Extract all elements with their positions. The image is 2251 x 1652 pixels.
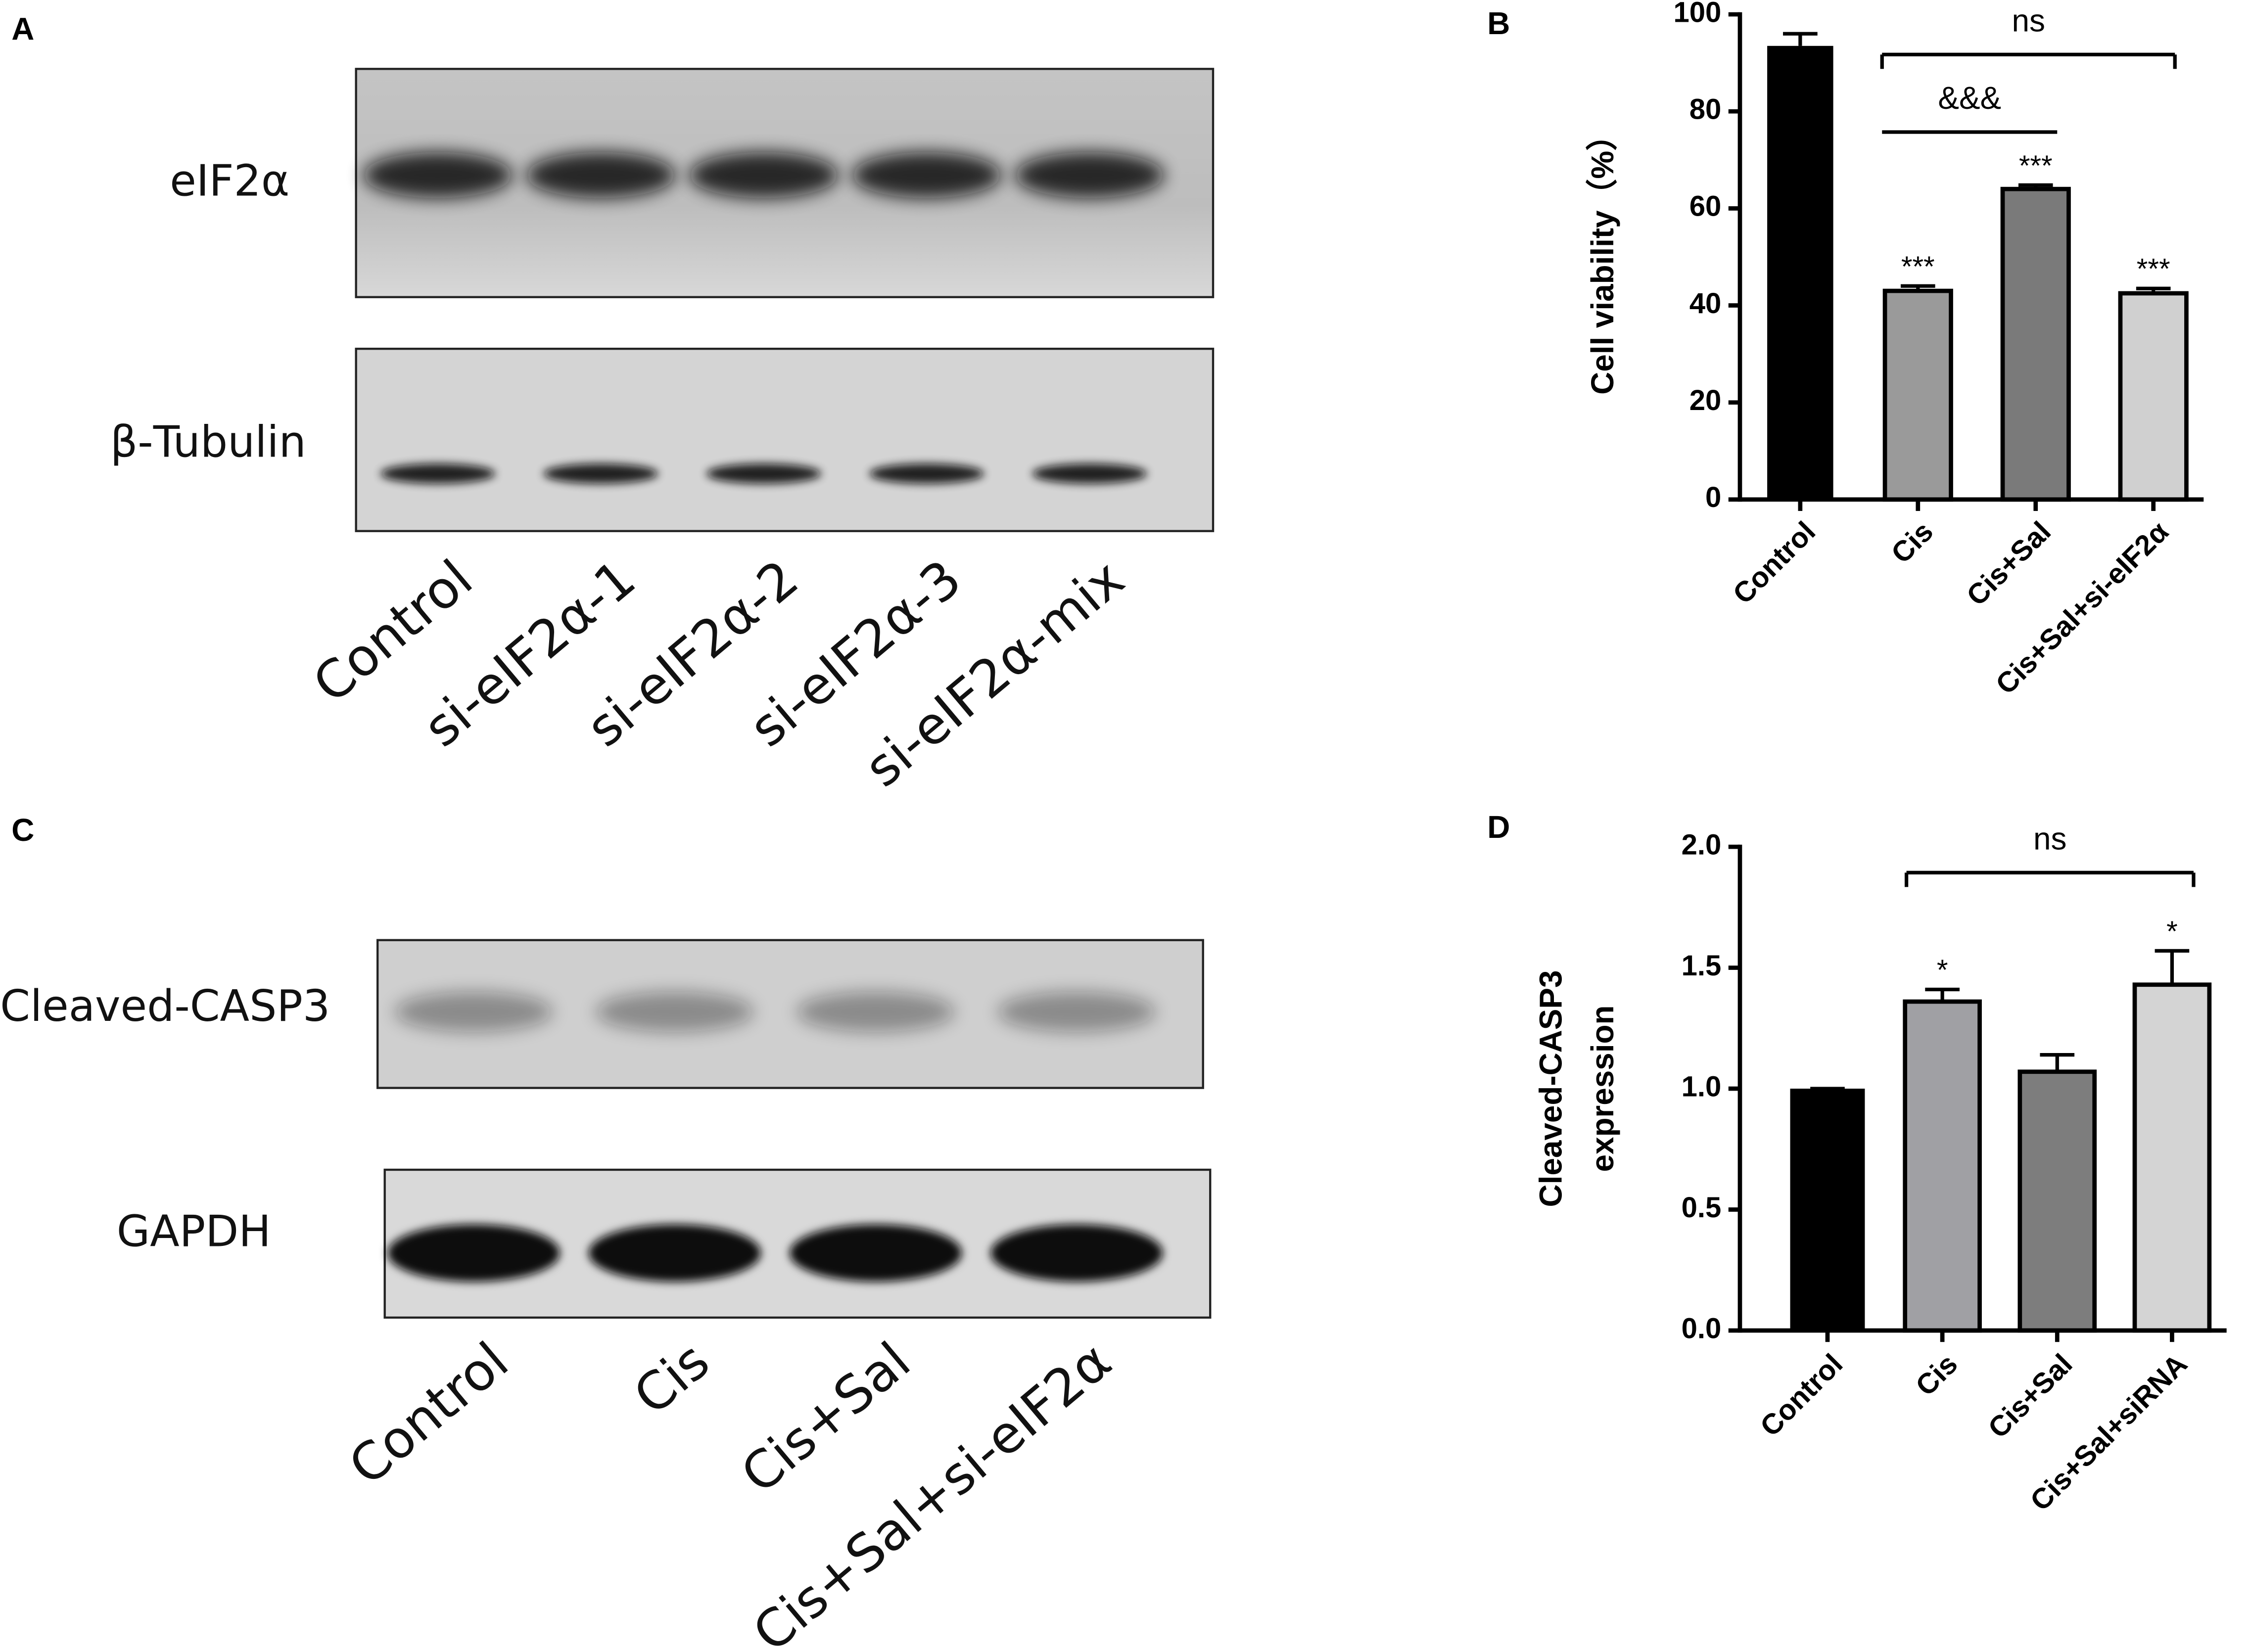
row-label: Cleaved-CASP3 (0, 981, 330, 1031)
panel-label: D (1487, 809, 1510, 845)
band (706, 463, 821, 484)
y-tick-label: 2.0 (1682, 828, 1722, 861)
y-tick-label: 40 (1689, 287, 1722, 320)
blot (355, 347, 1215, 532)
y-tick-label: 20 (1689, 384, 1722, 416)
bar (2118, 291, 2189, 502)
y-tick-label: 100 (1673, 0, 1721, 28)
bracket-label: &&& (1938, 80, 2001, 116)
significance-label: *** (1901, 251, 1935, 283)
y-tick-label: 1.5 (1682, 950, 1722, 982)
panel-label: A (11, 11, 34, 47)
band (797, 992, 955, 1032)
band (689, 152, 839, 198)
band (997, 992, 1156, 1032)
bracket-label: ns (2033, 821, 2066, 856)
significance-label: *** (2137, 253, 2170, 285)
bar (1882, 288, 1953, 502)
y-axis-label: Cell viability（%） (1585, 119, 1620, 395)
band (990, 1224, 1163, 1282)
bar (2017, 1069, 2097, 1333)
row-label: eIF2α (170, 155, 289, 206)
significance-label: * (1937, 954, 1948, 986)
y-tick-label: 60 (1689, 190, 1722, 223)
y-tick-label: 80 (1689, 93, 1722, 126)
bar (2132, 982, 2212, 1333)
band (852, 152, 1001, 198)
y-tick-label: 0.0 (1682, 1312, 1722, 1344)
band (394, 992, 553, 1032)
y-axis-label: expression (1585, 1006, 1620, 1172)
band (596, 992, 754, 1032)
bar (1903, 999, 1982, 1333)
bracket-label: ns (2012, 2, 2045, 38)
band (1032, 463, 1147, 484)
band (1015, 152, 1165, 198)
y-axis-label: Cleaved-CASP3 (1533, 970, 1569, 1207)
y-tick-label: 0 (1705, 481, 1721, 513)
band (363, 152, 513, 198)
band (380, 463, 496, 484)
y-tick-label: 1.0 (1682, 1070, 1722, 1102)
band (543, 463, 658, 484)
band (588, 1224, 761, 1282)
band (869, 463, 985, 484)
bar (1790, 1089, 1865, 1331)
panel-label: C (11, 812, 34, 848)
panel-label: B (1487, 5, 1510, 41)
row-label: GAPDH (117, 1206, 271, 1256)
significance-label: *** (2019, 150, 2053, 182)
band (526, 152, 676, 198)
significance-label: * (2166, 916, 2178, 948)
band (789, 1224, 962, 1282)
band (387, 1224, 560, 1282)
bar (1767, 46, 1833, 500)
bar (2000, 186, 2071, 502)
row-label: β-Tubulin (110, 416, 306, 467)
y-tick-label: 0.5 (1682, 1192, 1722, 1224)
